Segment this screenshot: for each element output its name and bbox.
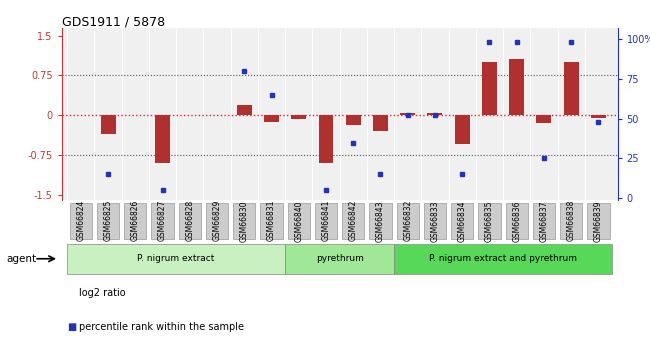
FancyBboxPatch shape (124, 203, 146, 239)
Bar (373, 115, 388, 131)
FancyBboxPatch shape (394, 244, 612, 274)
Text: GSM66828: GSM66828 (185, 200, 194, 242)
Bar (155, 115, 170, 163)
Text: GSM66831: GSM66831 (267, 200, 276, 242)
FancyBboxPatch shape (261, 203, 283, 239)
Bar (101, 115, 116, 134)
Bar (455, 115, 470, 144)
Bar (428, 112, 443, 115)
Bar (346, 115, 361, 125)
Text: GSM66829: GSM66829 (213, 200, 222, 242)
Text: GSM66835: GSM66835 (485, 200, 494, 242)
Text: GSM66834: GSM66834 (458, 200, 467, 242)
FancyBboxPatch shape (560, 203, 582, 239)
FancyBboxPatch shape (533, 203, 555, 239)
Bar (564, 62, 578, 115)
Bar (264, 115, 279, 121)
Text: GSM66840: GSM66840 (294, 200, 304, 242)
Text: GSM66838: GSM66838 (567, 200, 576, 242)
Bar (291, 115, 306, 119)
Text: GSM66837: GSM66837 (540, 200, 549, 242)
Text: GSM66833: GSM66833 (430, 200, 439, 242)
FancyBboxPatch shape (342, 203, 365, 239)
Bar (536, 115, 551, 123)
FancyBboxPatch shape (396, 203, 419, 239)
Bar (509, 59, 524, 115)
Text: GSM66826: GSM66826 (131, 200, 140, 242)
Text: GSM66830: GSM66830 (240, 200, 249, 242)
Text: log2 ratio: log2 ratio (79, 288, 126, 297)
FancyBboxPatch shape (206, 203, 228, 239)
Text: GDS1911 / 5878: GDS1911 / 5878 (62, 16, 165, 29)
FancyBboxPatch shape (70, 203, 92, 239)
Text: GSM66842: GSM66842 (349, 200, 358, 242)
FancyBboxPatch shape (424, 203, 446, 239)
FancyBboxPatch shape (179, 203, 201, 239)
FancyBboxPatch shape (315, 203, 337, 239)
FancyBboxPatch shape (233, 203, 255, 239)
Text: GSM66843: GSM66843 (376, 200, 385, 242)
FancyBboxPatch shape (478, 203, 500, 239)
FancyBboxPatch shape (97, 203, 119, 239)
Bar (318, 115, 333, 163)
Text: GSM66832: GSM66832 (403, 200, 412, 242)
Text: GSM66841: GSM66841 (322, 200, 330, 242)
Bar (482, 62, 497, 115)
Text: GSM66839: GSM66839 (594, 200, 603, 242)
Text: ■: ■ (67, 322, 76, 332)
FancyBboxPatch shape (451, 203, 473, 239)
Text: GSM66836: GSM66836 (512, 200, 521, 242)
Bar (237, 105, 252, 115)
Text: agent: agent (6, 255, 36, 264)
Text: pyrethrum: pyrethrum (316, 254, 363, 263)
FancyBboxPatch shape (285, 244, 394, 274)
FancyBboxPatch shape (151, 203, 174, 239)
Bar (400, 112, 415, 115)
Text: percentile rank within the sample: percentile rank within the sample (79, 322, 244, 332)
Text: GSM66824: GSM66824 (76, 200, 85, 242)
FancyBboxPatch shape (369, 203, 392, 239)
FancyBboxPatch shape (67, 244, 285, 274)
FancyBboxPatch shape (287, 203, 310, 239)
FancyBboxPatch shape (587, 203, 610, 239)
Text: P. nigrum extract and pyrethrum: P. nigrum extract and pyrethrum (429, 254, 577, 263)
Text: GSM66827: GSM66827 (158, 200, 167, 242)
Text: GSM66825: GSM66825 (103, 200, 112, 242)
FancyBboxPatch shape (506, 203, 528, 239)
Bar (591, 115, 606, 118)
Text: P. nigrum extract: P. nigrum extract (138, 254, 215, 263)
